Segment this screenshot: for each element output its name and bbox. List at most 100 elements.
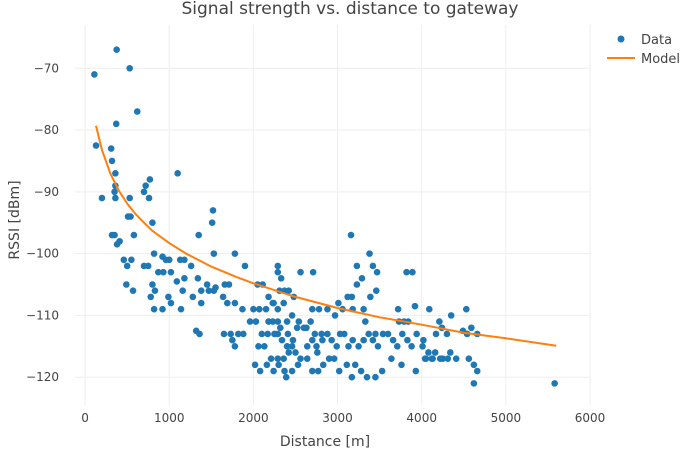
data-point xyxy=(413,330,420,338)
x-tick-label: 0 xyxy=(81,411,89,425)
data-point xyxy=(393,343,401,350)
data-points xyxy=(91,46,558,387)
data-point xyxy=(292,349,299,356)
data-point xyxy=(420,336,427,344)
data-point xyxy=(353,262,361,270)
data-point xyxy=(205,287,213,294)
data-point xyxy=(289,336,297,344)
data-point xyxy=(369,262,377,270)
data-point xyxy=(288,343,296,350)
data-point xyxy=(372,330,379,338)
legend[interactable]: Data Model xyxy=(607,33,680,67)
data-point xyxy=(369,336,377,344)
data-point xyxy=(284,330,292,338)
data-point xyxy=(144,262,152,270)
data-point xyxy=(311,330,319,338)
data-point xyxy=(192,327,200,335)
data-point xyxy=(239,305,246,313)
data-point xyxy=(419,343,426,350)
data-point xyxy=(124,213,132,220)
data-point xyxy=(210,250,218,257)
model-line xyxy=(95,125,557,347)
data-point xyxy=(378,367,386,375)
data-point xyxy=(280,299,287,307)
data-point xyxy=(140,188,148,196)
data-point xyxy=(274,262,282,270)
data-point xyxy=(365,330,372,338)
data-point xyxy=(425,349,432,356)
data-point xyxy=(274,330,282,338)
data-point xyxy=(179,287,187,294)
data-point xyxy=(126,64,133,72)
data-point xyxy=(231,299,239,307)
data-point xyxy=(331,312,339,319)
data-point xyxy=(379,330,387,338)
data-point xyxy=(347,231,355,239)
data-point xyxy=(399,330,406,338)
x-axis-title: Distance [m] xyxy=(280,434,370,450)
data-point xyxy=(108,157,116,165)
x-tick-label: 1000 xyxy=(154,411,185,425)
data-point xyxy=(465,355,473,362)
data-point xyxy=(149,219,156,227)
data-point xyxy=(283,318,291,325)
data-point xyxy=(107,145,115,152)
chart-title: Signal strength vs. distance to gateway xyxy=(182,0,519,19)
data-point xyxy=(470,380,478,387)
data-point xyxy=(358,275,366,282)
data-point xyxy=(181,275,188,282)
x-tick-label: 5000 xyxy=(491,411,522,425)
data-point xyxy=(142,182,149,189)
data-point xyxy=(285,287,293,294)
data-point xyxy=(309,367,316,375)
data-point xyxy=(234,330,242,338)
data-point xyxy=(362,318,369,325)
data-point xyxy=(160,268,167,276)
data-point xyxy=(173,278,181,285)
data-point xyxy=(309,305,316,313)
data-point xyxy=(130,231,138,239)
data-point xyxy=(283,343,291,350)
data-point xyxy=(274,305,282,313)
data-point xyxy=(398,361,405,369)
legend-item-model[interactable]: Model xyxy=(607,52,680,67)
data-point xyxy=(293,324,301,332)
data-point xyxy=(328,336,335,344)
data-point xyxy=(208,219,216,227)
data-point xyxy=(404,336,411,344)
data-point xyxy=(351,361,359,369)
data-point xyxy=(113,46,120,54)
data-point xyxy=(345,343,352,350)
data-point xyxy=(335,367,343,375)
data-point xyxy=(425,305,433,313)
y-tick-label: −80 xyxy=(34,123,59,137)
data-point xyxy=(174,169,181,177)
data-point xyxy=(297,355,304,362)
data-point xyxy=(422,355,430,362)
data-point xyxy=(275,361,282,369)
data-point xyxy=(209,207,217,214)
legend-data-marker xyxy=(617,35,625,43)
data-point xyxy=(197,287,205,294)
data-point xyxy=(112,169,119,177)
data-point xyxy=(129,287,137,294)
data-point xyxy=(261,343,268,350)
data-point xyxy=(366,250,373,257)
x-tick-label: 3000 xyxy=(322,411,353,425)
data-point xyxy=(353,281,361,288)
data-point xyxy=(447,349,454,356)
data-point xyxy=(357,367,365,375)
data-point xyxy=(92,142,100,149)
data-point xyxy=(297,268,304,276)
data-point xyxy=(307,318,314,325)
data-point xyxy=(388,355,395,362)
data-point xyxy=(436,318,443,325)
data-point xyxy=(91,71,98,78)
data-point xyxy=(123,262,131,270)
data-point xyxy=(264,330,272,338)
grid xyxy=(75,25,591,405)
data-point xyxy=(394,305,402,313)
legend-item-data[interactable]: Data xyxy=(617,33,673,48)
data-point xyxy=(194,275,202,282)
